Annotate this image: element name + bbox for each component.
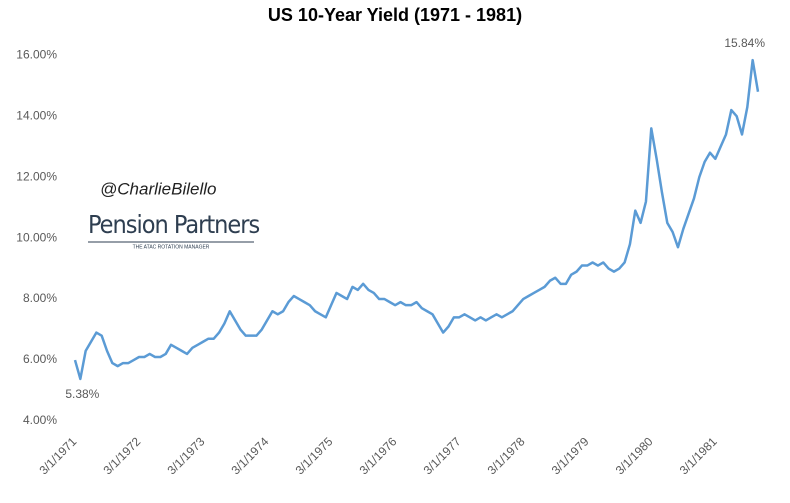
y-tick-label: 4.00% [23,413,57,427]
watermark-brand: Pension Partners [88,210,260,239]
x-tick-label: 3/1/1975 [293,434,336,477]
x-tick-label: 3/1/1978 [485,434,528,477]
y-tick-label: 16.00% [16,47,57,61]
x-tick-label: 3/1/1972 [100,434,143,477]
x-tick-label: 3/1/1980 [613,434,656,477]
yield-line [73,58,760,381]
x-tick-label: 3/1/1977 [421,434,464,477]
x-tick-label: 3/1/1974 [229,434,272,477]
x-tick-label: 3/1/1973 [164,434,207,477]
chart-title: US 10-Year Yield (1971 - 1981) [268,5,522,25]
data-label: 15.84% [724,36,765,50]
y-tick-label: 10.00% [16,230,57,244]
y-tick-label: 12.00% [16,169,57,183]
x-tick-label: 3/1/1971 [36,434,79,477]
x-tick-label: 3/1/1976 [357,434,400,477]
y-tick-label: 14.00% [16,108,57,122]
x-tick-label: 3/1/1981 [677,434,720,477]
watermark-tagline: THE ATAC ROTATION MANAGER [133,244,210,250]
data-label: 5.38% [65,387,99,401]
x-tick-label: 3/1/1979 [549,434,592,477]
watermark-handle: @CharlieBilello [100,179,216,198]
y-tick-label: 8.00% [23,291,57,305]
y-tick-label: 6.00% [23,352,57,366]
